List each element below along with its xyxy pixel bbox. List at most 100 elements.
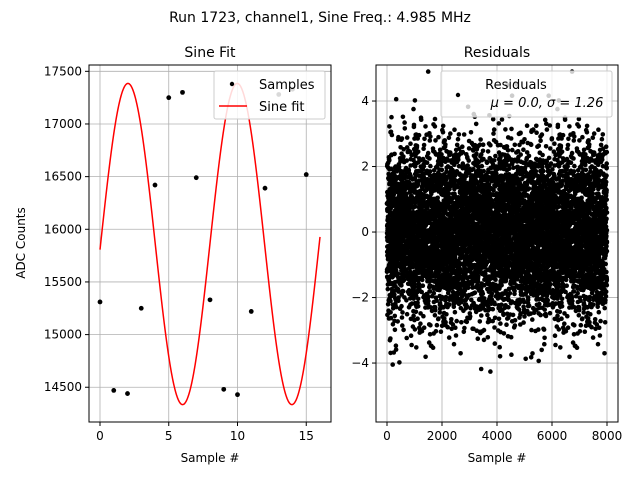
residual-point (422, 137, 427, 142)
sine-fit-y-tick-label: 16500 (44, 170, 82, 184)
residual-point (462, 326, 467, 331)
residual-point (510, 148, 515, 153)
sample-point (304, 172, 309, 177)
residual-point (416, 297, 421, 302)
residual-point (402, 120, 407, 125)
residual-point (513, 318, 518, 323)
residual-point (390, 133, 395, 138)
sine-fit-y-tick-label: 17500 (44, 64, 82, 78)
sine-fit-y-tick-label: 15000 (44, 328, 82, 342)
residual-point (492, 302, 497, 307)
residual-point (493, 154, 498, 159)
residual-point (421, 283, 426, 288)
residual-point (508, 291, 513, 296)
sample-point (235, 392, 240, 397)
residual-point (474, 122, 479, 127)
residual-point (414, 345, 419, 350)
residual-point (416, 182, 421, 187)
residual-point (479, 367, 484, 372)
residual-point (518, 152, 523, 157)
residual-point (498, 354, 503, 359)
residual-point (465, 320, 470, 325)
residual-point (409, 343, 414, 348)
residual-point (492, 158, 497, 163)
residual-point (435, 323, 440, 328)
residual-point (405, 135, 410, 140)
residual-point (416, 149, 421, 154)
sine-fit-y-label: ADC Counts (14, 207, 28, 279)
residual-point (394, 347, 399, 352)
sample-point (208, 297, 213, 302)
residual-point (387, 158, 392, 163)
residual-point (404, 158, 409, 163)
residual-point (433, 313, 438, 318)
residual-point (397, 165, 402, 170)
residual-point (400, 323, 405, 328)
residual-point (474, 152, 479, 157)
residual-point (387, 124, 392, 129)
residual-point (457, 132, 462, 137)
residual-point (497, 345, 502, 350)
residual-point (480, 164, 485, 169)
residual-point (509, 136, 514, 141)
residual-point (388, 336, 393, 341)
residual-point (426, 69, 431, 74)
residual-point (428, 323, 433, 328)
residual-point (497, 317, 502, 322)
residual-point (497, 121, 502, 126)
sample-point (194, 175, 199, 180)
residual-point (486, 335, 491, 340)
residual-point (452, 342, 457, 347)
residual-point (481, 149, 486, 154)
residual-point (428, 138, 433, 143)
residual-point (436, 316, 441, 321)
residual-point (411, 107, 416, 112)
sample-point (166, 95, 171, 100)
residual-point (491, 117, 496, 122)
residual-point (454, 319, 459, 324)
residual-point (447, 135, 452, 140)
residual-point (448, 131, 453, 136)
residual-point (414, 310, 419, 315)
sine-fit-y-tick-label: 17000 (44, 117, 82, 131)
sine-fit-y-tick-label: 15500 (44, 275, 82, 289)
residual-point (413, 327, 418, 332)
residual-point (449, 317, 454, 322)
residual-point (426, 299, 431, 304)
figure-title: Run 1723, channel1, Sine Freq.: 4.985 MH… (169, 10, 471, 26)
residual-point (422, 325, 427, 330)
residual-point (401, 115, 406, 120)
residual-point (428, 169, 433, 174)
residual-point (481, 291, 486, 296)
residual-point (511, 313, 516, 318)
sample-point (125, 391, 130, 396)
residual-point (518, 131, 523, 136)
residual-point (504, 322, 509, 327)
legend-samples-marker (230, 82, 234, 86)
residual-point (452, 127, 457, 132)
sample-point (180, 90, 185, 95)
residual-point (434, 329, 439, 334)
residual-point (513, 143, 518, 148)
residual-point (460, 144, 465, 149)
residual-point (400, 310, 405, 315)
sine-fit-title: Sine Fit (184, 45, 236, 61)
residual-point (401, 154, 406, 159)
residual-point (443, 138, 448, 143)
residual-point (491, 131, 496, 136)
residual-point (453, 325, 458, 330)
residual-point (512, 289, 517, 294)
residual-point (433, 124, 438, 129)
residual-point (423, 355, 428, 360)
sine-fit-y-tick-label: 14500 (44, 380, 82, 394)
residual-point (415, 144, 420, 149)
residual-point (492, 127, 497, 132)
residual-point (415, 316, 420, 321)
residual-point (399, 304, 404, 309)
sample-point (98, 300, 103, 305)
residual-point (441, 130, 446, 135)
legend-sine-fit-label: Sine fit (259, 100, 305, 115)
residual-point (433, 308, 438, 313)
residual-point (422, 143, 427, 148)
residual-point (413, 98, 418, 103)
